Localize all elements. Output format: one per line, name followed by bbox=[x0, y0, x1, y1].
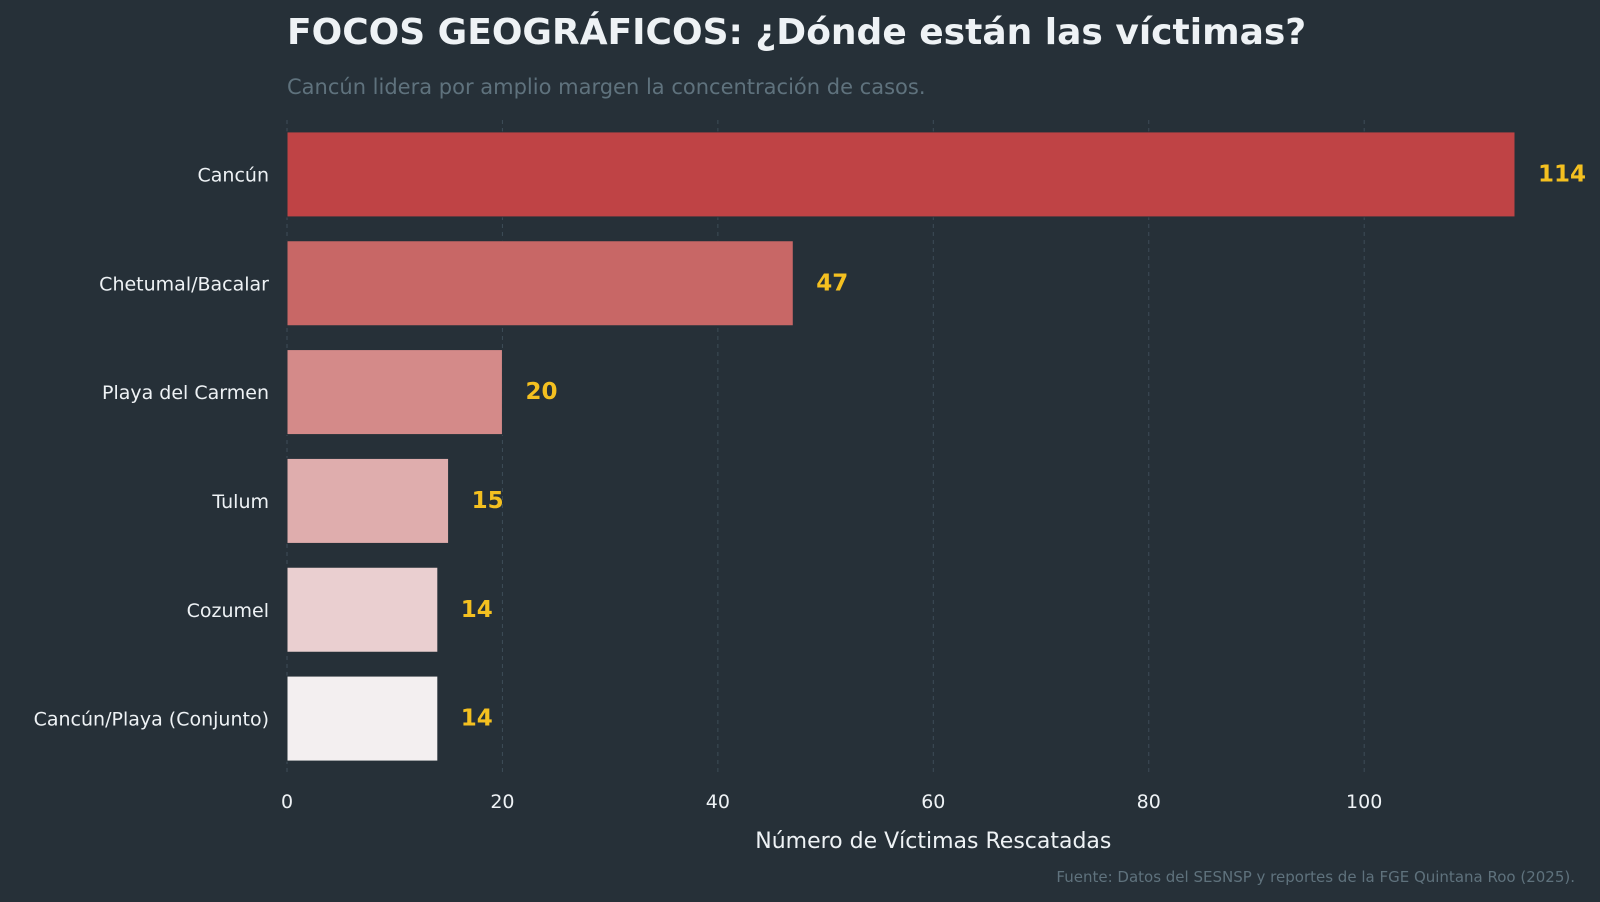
bar bbox=[286, 131, 1516, 218]
value-label: 114 bbox=[1538, 161, 1586, 187]
value-label: 15 bbox=[472, 488, 504, 514]
category-label: Tulum bbox=[211, 491, 269, 513]
value-label: 14 bbox=[461, 597, 493, 623]
source-note: Fuente: Datos del SESNSP y reportes de l… bbox=[1056, 868, 1575, 886]
bar bbox=[286, 457, 450, 544]
x-tick-label: 100 bbox=[1346, 791, 1382, 813]
x-axis-label: Número de Víctimas Rescatadas bbox=[755, 829, 1111, 854]
value-label: 14 bbox=[461, 706, 493, 732]
grid-layer bbox=[286, 120, 1365, 773]
category-label: Cozumel bbox=[187, 600, 269, 622]
bar bbox=[286, 240, 794, 327]
chart-title: FOCOS GEOGRÁFICOS: ¿Dónde están las víct… bbox=[287, 12, 1307, 53]
category-label: Cancún/Playa (Conjunto) bbox=[34, 709, 269, 731]
bar bbox=[286, 349, 503, 436]
bar bbox=[286, 566, 439, 653]
bars-layer bbox=[286, 131, 1516, 762]
category-label: Chetumal/Bacalar bbox=[99, 273, 269, 295]
x-tick-label: 20 bbox=[490, 791, 514, 813]
bar bbox=[286, 675, 439, 762]
x-tick-label: 60 bbox=[921, 791, 945, 813]
x-tick-label: 0 bbox=[281, 791, 293, 813]
category-label: Playa del Carmen bbox=[102, 382, 269, 404]
value-label: 20 bbox=[525, 379, 557, 405]
chart-subtitle: Cancún lidera por amplio margen la conce… bbox=[287, 75, 926, 99]
x-tick-label: 40 bbox=[706, 791, 730, 813]
category-label: Cancún bbox=[198, 164, 269, 186]
x-tick-label: 80 bbox=[1137, 791, 1161, 813]
value-label: 47 bbox=[816, 270, 848, 296]
labels-layer: 0 20 40 60 80 100 Cancún 114 Chetumal/Bacalar 47 P… bbox=[34, 161, 1586, 813]
